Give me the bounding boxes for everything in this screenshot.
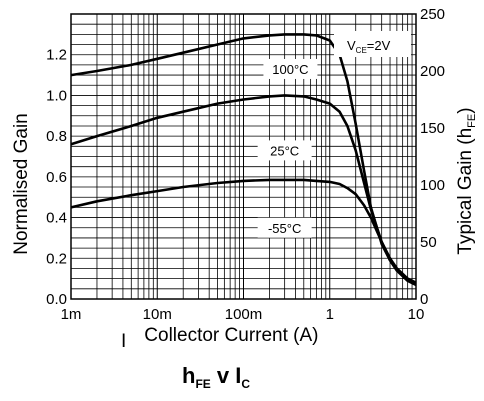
curve-label-background	[263, 58, 318, 79]
x-axis-title: I Collector Current (A)	[121, 325, 319, 352]
x-tick-labels: 1m 10m 100m 1 10	[61, 306, 425, 323]
y2-tick-label: 50	[420, 234, 437, 251]
x-axis-title-text: Collector Current (A)	[144, 325, 318, 346]
curve-label-background	[257, 140, 312, 161]
y2-tick-label: 150	[420, 120, 445, 137]
chart-title: hFE v IC	[182, 363, 250, 391]
y2-tick-labels: 0 50 100 150 200 250	[420, 6, 445, 308]
chart-title-mid: v I	[211, 363, 242, 388]
y-tick-label: 0.4	[46, 210, 67, 227]
condition-v: V	[347, 38, 356, 53]
x-tick-label: 10	[408, 306, 425, 323]
y-tick-label: 0.0	[46, 291, 67, 308]
y-tick-label: 0.6	[46, 169, 67, 186]
chart-title-main: h	[182, 363, 195, 388]
y-tick-label: 1.0	[46, 87, 67, 104]
curve-label-background	[257, 217, 312, 238]
series-layer	[70, 33, 417, 286]
y2-tick-label: 0	[420, 291, 428, 308]
y2-axis-title-subscript: FE	[466, 114, 478, 128]
curve-label-text: 25°C	[270, 143, 299, 158]
condition-rest: =2V	[367, 38, 391, 53]
y-tick-labels: 0.0 0.2 0.4 0.6 0.8 1.0 1.2	[46, 47, 67, 308]
y-tick-label: 0.8	[46, 128, 67, 145]
condition-subscript: CE	[356, 46, 367, 55]
condition-box-background	[334, 31, 411, 57]
plot-frame	[70, 13, 417, 300]
y2-tick-label: 200	[420, 63, 445, 80]
y-axis-title: Normalised Gain	[11, 113, 32, 255]
y2-axis-title-text: Typical Gain (h	[455, 128, 476, 255]
y-tick-label: 1.2	[46, 47, 67, 64]
x-tick-label: 10m	[143, 306, 172, 323]
curve-label-0: 100°C	[263, 58, 318, 79]
curve-label-text: -55°C	[268, 221, 301, 236]
condition-label: VCE=2V	[347, 38, 391, 55]
y-tick-label: 0.2	[46, 250, 67, 267]
y2-axis-title: Typical Gain (hFE)	[455, 107, 478, 254]
chart-title-main-subscript: FE	[195, 377, 210, 391]
condition-annotation: VCE=2V	[334, 31, 411, 57]
x-tick-label: 1m	[61, 306, 82, 323]
x-axis-title-symbol: I	[121, 331, 126, 352]
curve-label-text: 100°C	[272, 62, 308, 77]
x-tick-label: 1	[326, 306, 334, 323]
chart-title-mid-subscript: C	[241, 377, 250, 391]
curve-label-2: -55°C	[257, 217, 312, 238]
series-line-2	[70, 178, 417, 286]
y2-tick-label: 250	[420, 6, 445, 23]
x-tick-label: 100m	[225, 306, 263, 323]
curve-label-layer: 100°C 25°C -55°C	[257, 58, 318, 238]
curve-label-1: 25°C	[257, 140, 312, 161]
y2-axis-title-close: )	[455, 107, 476, 113]
y2-tick-label: 100	[420, 177, 445, 194]
